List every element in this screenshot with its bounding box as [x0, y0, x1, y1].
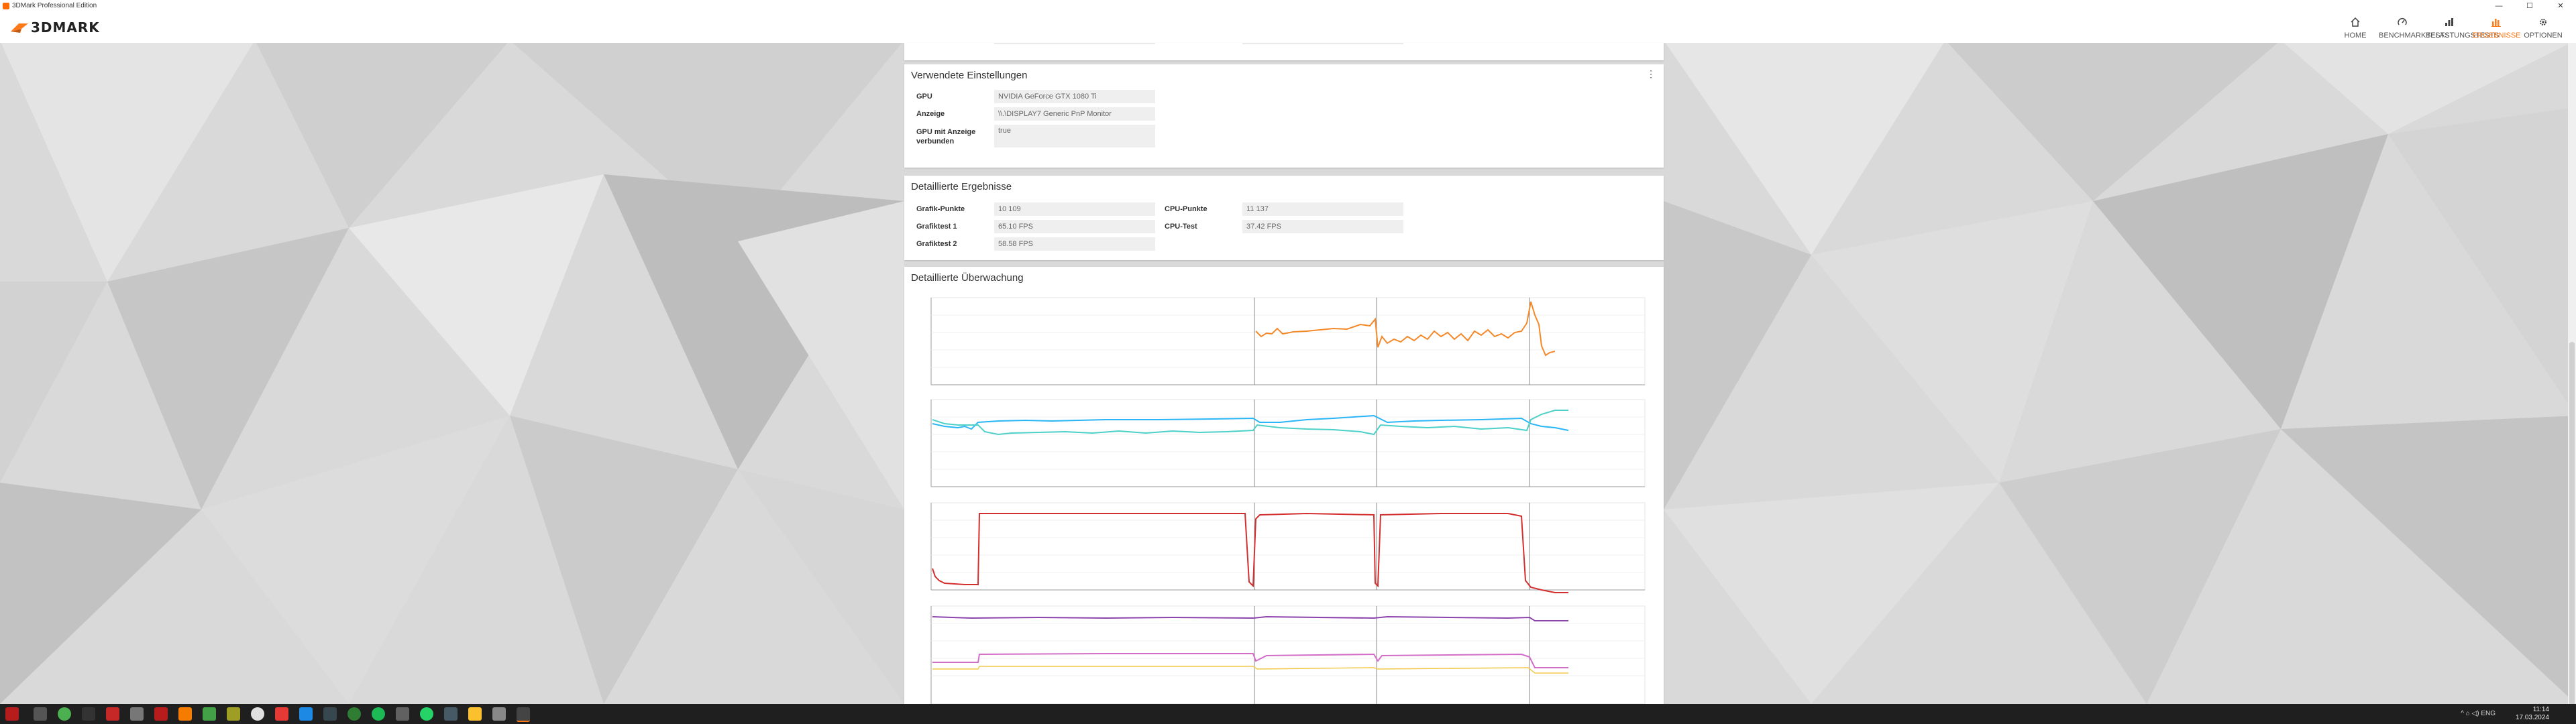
taskview-icon[interactable] — [34, 707, 47, 721]
scrollbar-thumb[interactable] — [2569, 342, 2575, 717]
gpu-memory-clock-line — [932, 653, 1568, 668]
gear-icon — [2540, 19, 2546, 25]
monitoring-title: Detaillierte Überwachung — [911, 272, 1024, 284]
steam-icon[interactable] — [299, 707, 313, 721]
app-icon-grey-3[interactable] — [492, 707, 506, 721]
nav-options-label: OPTIONEN — [2524, 32, 2563, 40]
app-icon-dark[interactable] — [82, 707, 95, 721]
nav-home[interactable]: HOME — [2332, 15, 2379, 40]
app-icon-slate[interactable] — [444, 707, 458, 721]
settings-label-display: Anzeige — [916, 110, 945, 118]
settings-value-gpu: NVIDIA GeForce GTX 1080 Ti — [994, 90, 1155, 103]
clock-time: 11:14 — [2532, 706, 2549, 713]
window-title: 3DMark Professional Edition — [12, 2, 97, 9]
graphics-test2-value: 58.58 FPS — [994, 237, 1155, 251]
app-logo[interactable]: 3DMARK — [9, 19, 100, 36]
gpu-temperature-line — [932, 414, 1569, 431]
power-line — [932, 512, 1568, 593]
app-header: 3DMARK HOME BENCHMARKTESTS BELASTUNGSTES… — [0, 12, 2576, 43]
minimize-button[interactable]: — — [2495, 2, 2503, 10]
cpu-clock-line — [932, 666, 1568, 674]
app-icon-grey-2[interactable] — [396, 707, 409, 721]
previous-panel-partial — [904, 43, 1664, 60]
chrome-icon[interactable] — [58, 707, 71, 721]
stress-icon — [2445, 18, 2453, 26]
app-icon-green[interactable] — [203, 707, 216, 721]
graphics-score-label: Grafik-Punkte — [916, 205, 965, 213]
nav-stress-tests-label: BELASTUNGSTESTS — [2426, 32, 2500, 40]
clock-chart — [930, 605, 1646, 704]
nav-results[interactable]: ERGEBNISSE — [2473, 15, 2521, 40]
nav-options[interactable]: OPTIONEN — [2520, 15, 2567, 40]
start-icon[interactable] — [5, 707, 19, 721]
temperature-chart — [930, 399, 1646, 487]
main-nav: HOME BENCHMARKTESTS BELASTUNGSTESTS ERGE… — [2332, 15, 2567, 40]
logo-text: 3DMARK — [31, 19, 100, 36]
graphics-test1-label: Grafiktest 1 — [916, 223, 957, 231]
app-icon-green-2[interactable] — [347, 707, 361, 721]
app-icon-bright-red[interactable] — [275, 707, 288, 721]
nav-benchmarks[interactable]: BENCHMARKTESTS — [2379, 15, 2450, 40]
graphics-test1-value: 65.10 FPS — [994, 220, 1155, 233]
app-icon-red[interactable] — [106, 707, 119, 721]
maximize-button[interactable]: ☐ — [2526, 2, 2533, 10]
details-title: Detaillierte Ergebnisse — [911, 181, 1012, 192]
nav-home-label: HOME — [2344, 32, 2367, 40]
monitoring-panel: Detaillierte Überwachung — [904, 267, 1664, 704]
clock-date: 17.03.2024 — [2515, 714, 2549, 721]
close-button[interactable]: ✕ — [2557, 2, 2564, 10]
nav-results-label: ERGEBNISSE — [2473, 32, 2521, 40]
settings-label-gpu-display: GPU mit Anzeige verbunden — [916, 128, 976, 145]
app-icon-grey[interactable] — [130, 707, 144, 721]
monitoring-charts — [930, 297, 1646, 704]
power-chart — [930, 502, 1646, 593]
home-icon — [2351, 17, 2360, 27]
partial-field — [1242, 43, 1403, 44]
app-icon-dark-red[interactable] — [154, 707, 168, 721]
cpu-test-label: CPU-Test — [1165, 223, 1197, 231]
clock[interactable]: 11:14 17.03.2024 — [2516, 706, 2549, 722]
partial-field — [994, 43, 1155, 44]
cpu-temperature-line — [932, 410, 1568, 436]
window-titlebar: 3DMark Professional Edition — ☐ ✕ — [0, 0, 2576, 12]
graphics-test2-label: Grafiktest 2 — [916, 240, 957, 248]
logo-mark-icon — [11, 23, 28, 33]
cpu-score-value: 11 137 — [1242, 202, 1403, 216]
fps-chart — [930, 297, 1646, 385]
app-icon — [3, 3, 9, 9]
gauge-icon — [2398, 18, 2407, 25]
app-icon-olive[interactable] — [227, 707, 240, 721]
spotify-icon[interactable] — [372, 707, 385, 721]
app-icon-navy[interactable] — [323, 707, 337, 721]
page-scrollbar[interactable] — [2568, 43, 2576, 717]
settings-label-gpu: GPU — [916, 93, 932, 101]
nav-stress-tests[interactable]: BELASTUNGSTESTS — [2426, 15, 2500, 40]
settings-value-gpu-display: true — [994, 125, 1155, 147]
more-options-icon[interactable]: ⋮ — [1646, 68, 1656, 79]
fps-line — [1255, 301, 1556, 357]
cpu-test-value: 37.42 FPS — [1242, 220, 1403, 233]
app-icon-orange[interactable] — [178, 707, 192, 721]
taskbar: ^ ⌂ ◁) ENG 11:14 17.03.2024 — [0, 704, 2576, 724]
settings-value-display: \\.\DISPLAY7 Generic PnP Monitor — [994, 107, 1155, 121]
results-icon — [2491, 19, 2501, 27]
window-controls: — ☐ ✕ — [2483, 0, 2576, 12]
cpu-score-label: CPU-Punkte — [1165, 205, 1208, 213]
settings-panel: Verwendete Einstellungen ⋮ GPU NVIDIA Ge… — [904, 64, 1664, 168]
graphics-score-value: 10 109 — [994, 202, 1155, 216]
system-tray[interactable]: ^ ⌂ ◁) ENG — [2461, 710, 2496, 717]
settings-title: Verwendete Einstellungen — [911, 70, 1028, 81]
nav-benchmarks-label: BENCHMARKTESTS — [2379, 32, 2450, 40]
detailed-results-panel: Detaillierte Ergebnisse Grafik-Punkte 10… — [904, 176, 1664, 260]
whatsapp-icon[interactable] — [420, 707, 433, 721]
app-icon-white[interactable] — [251, 707, 264, 721]
app-icon-yellow[interactable] — [468, 707, 482, 721]
gpu-core-clock-line — [932, 615, 1568, 621]
3dmark-taskbar-icon[interactable] — [517, 707, 530, 722]
